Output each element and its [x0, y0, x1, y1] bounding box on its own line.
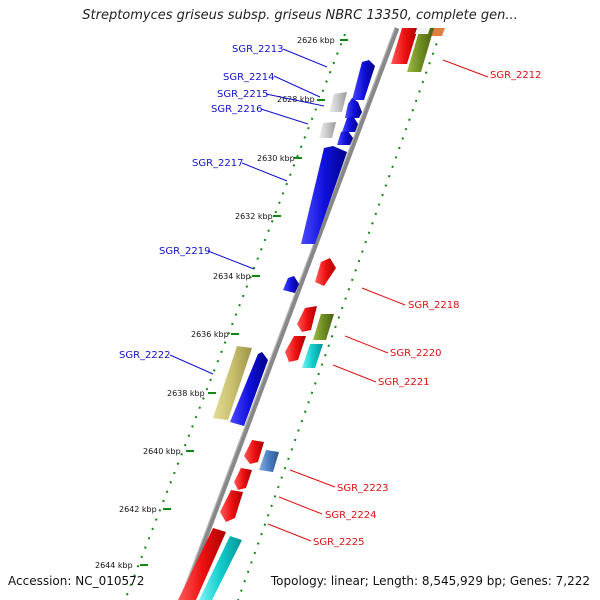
- gene-label[interactable]: SGR_2218: [408, 300, 460, 311]
- gene-sgr-2220[interactable]: [297, 306, 317, 332]
- gene-label[interactable]: SGR_2212: [490, 70, 542, 81]
- gene-sgr-2214[interactable]: [345, 98, 362, 118]
- leader-sgr-2223: [289, 469, 336, 488]
- gene-label[interactable]: SGR_2214: [223, 72, 275, 83]
- feature-top-white: [415, 28, 430, 34]
- ruler-label: 2642 kbp: [119, 505, 157, 514]
- feature-bottom-cyan: [199, 536, 242, 600]
- ruler-label: 2638 kbp: [167, 389, 205, 398]
- leader-sgr-2224: [278, 496, 323, 515]
- feature-gray-1: [329, 92, 347, 112]
- gene-sgr-2225[interactable]: [220, 490, 243, 522]
- gene-sgr-2223[interactable]: [244, 440, 264, 464]
- leader-sgr-2214: [273, 75, 321, 98]
- leader-sgr-2217: [241, 162, 288, 182]
- ruler-label: 2636 kbp: [191, 330, 229, 339]
- feature-khaki[interactable]: [213, 346, 252, 420]
- gene-sgr-2221[interactable]: [285, 336, 306, 362]
- gene-sgr-2217[interactable]: [301, 146, 347, 244]
- leader-sgr-2222: [169, 354, 214, 375]
- leader-sgr-2225: [267, 523, 312, 542]
- feature-sgr-2223-steel[interactable]: [259, 450, 279, 472]
- backbone-highlight: [179, 27, 396, 600]
- ruler-label: 2644 kbp: [95, 561, 133, 570]
- ruler-label: 2640 kbp: [143, 447, 181, 456]
- red-strand-features: [178, 258, 336, 600]
- leader-sgr-2218: [361, 287, 406, 306]
- leader-sgr-2219: [207, 250, 255, 270]
- gene-label[interactable]: SGR_2213: [232, 44, 284, 55]
- ruler-label: 2630 kbp: [257, 154, 295, 163]
- genome-backbone: [179, 27, 400, 600]
- ruler-label: 2626 kbp: [297, 36, 335, 45]
- leader-sgr-2213: [282, 48, 328, 68]
- leader-sgr-2221: [332, 364, 377, 383]
- gene-label[interactable]: SGR_2217: [192, 158, 244, 169]
- right-strand-features: [391, 28, 445, 72]
- gene-label[interactable]: SGR_2221: [378, 377, 430, 388]
- feature-bottom-red: [178, 528, 226, 600]
- leader-sgr-2220: [344, 335, 389, 354]
- gene-label[interactable]: SGR_2222: [119, 350, 171, 361]
- ruler-label: 2632 kbp: [235, 212, 273, 221]
- leader-sgr-2212: [442, 59, 489, 78]
- ruler-label: 2634 kbp: [213, 272, 251, 281]
- feature-sgr-2221-cyan[interactable]: [302, 344, 323, 368]
- gene-sgr-2212-block[interactable]: [391, 28, 418, 64]
- left-strand-features: [213, 60, 375, 426]
- track-outer-left: [124, 33, 346, 600]
- gene-labels: SGR_2212 SGR_2213 SGR_2214 SGR_2215 SGR_…: [119, 44, 542, 548]
- gene-label[interactable]: SGR_2225: [313, 537, 365, 548]
- feature-gray-2: [319, 122, 336, 138]
- gene-label[interactable]: SGR_2224: [325, 510, 377, 521]
- gene-sgr-2218[interactable]: [315, 258, 336, 286]
- feature-sgr-2212-olive[interactable]: [407, 28, 434, 72]
- gene-sgr-2219[interactable]: [283, 276, 299, 293]
- summary-text: Topology: linear; Length: 8,545,929 bp; …: [270, 574, 590, 588]
- gene-sgr-2224[interactable]: [234, 468, 252, 490]
- gene-sgr-2215[interactable]: [342, 116, 358, 132]
- gene-label[interactable]: SGR_2223: [337, 483, 389, 494]
- gene-sgr-2213[interactable]: [352, 60, 375, 100]
- track-outer-right: [237, 33, 441, 600]
- ruler-label: 2628 kbp: [277, 95, 315, 104]
- gene-sgr-2222[interactable]: [230, 352, 268, 426]
- gene-label[interactable]: SGR_2216: [211, 104, 263, 115]
- gene-sgr-2216[interactable]: [337, 131, 353, 145]
- gene-label[interactable]: SGR_2219: [159, 246, 211, 257]
- ruler: 2626 kbp 2628 kbp 2630 kbp 2632 kbp 2634…: [95, 36, 348, 570]
- feature-sgr-2220-olive[interactable]: [313, 314, 334, 340]
- gene-label[interactable]: SGR_2215: [217, 89, 269, 100]
- leader-sgr-2216: [260, 108, 309, 125]
- leader-sgr-2215: [265, 93, 325, 107]
- gene-label[interactable]: SGR_2220: [390, 348, 442, 359]
- map-title: Streptomyces griseus subsp. griseus NBRC…: [82, 8, 518, 23]
- accession-text: Accession: NC_010572: [8, 574, 145, 588]
- leader-lines: [169, 48, 489, 542]
